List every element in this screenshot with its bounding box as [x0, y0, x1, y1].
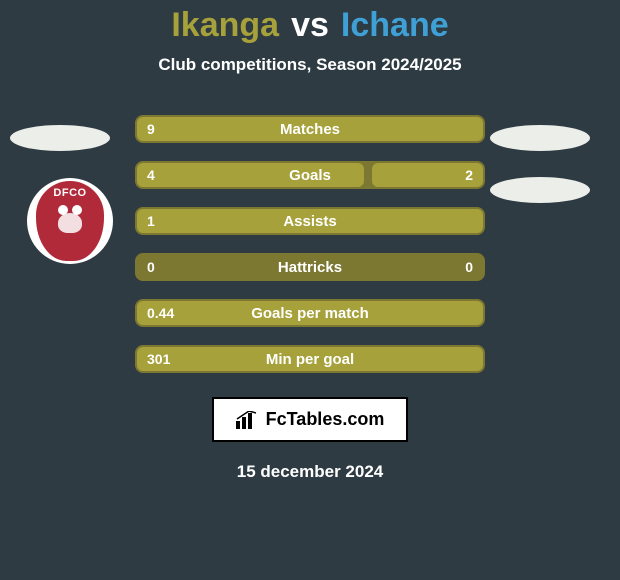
avatar-placeholder-icon — [490, 125, 590, 151]
title-right: Ichane — [341, 6, 449, 45]
stat-row: 0.44Goals per match — [135, 299, 485, 327]
brand-chart-icon — [236, 411, 258, 429]
player-left-avatar-slot — [10, 114, 110, 162]
stat-row: 1Assists — [135, 207, 485, 235]
bar-fill-right — [372, 163, 484, 187]
bar-fill-left — [137, 347, 483, 371]
bar-fill-left — [137, 301, 483, 325]
stat-row: 9Matches — [135, 115, 485, 143]
page-title: Ikanga vs Ichane — [171, 6, 448, 45]
player-right-avatar-slot-1 — [490, 114, 590, 162]
brand-badge: FcTables.com — [212, 397, 409, 442]
stat-row: 42Goals — [135, 161, 485, 189]
stat-row: 301Min per goal — [135, 345, 485, 373]
stat-row: 0 0Hattricks — [135, 253, 485, 281]
club-crest-left: DFCO — [27, 178, 113, 264]
snapshot-date: 15 december 2024 — [237, 462, 384, 482]
stat-value-right: 0 — [453, 253, 485, 281]
player-right-avatar-slot-2 — [490, 166, 590, 214]
subtitle: Club competitions, Season 2024/2025 — [158, 55, 461, 75]
crest-letters: DFCO — [53, 187, 86, 199]
title-left: Ikanga — [171, 6, 279, 45]
crest-owl-icon — [50, 201, 90, 235]
title-vs: vs — [291, 6, 329, 45]
comparison-card: Ikanga vs Ichane Club competitions, Seas… — [0, 0, 620, 580]
avatar-placeholder-icon — [10, 125, 110, 151]
brand-text: FcTables.com — [266, 409, 385, 430]
bar-fill-left — [137, 163, 364, 187]
stat-value-left: 0 — [135, 253, 167, 281]
stat-label: Hattricks — [135, 253, 485, 281]
stat-bars: 9Matches 42Goals 1Assists 0 0Hattricks 0.44Go… — [135, 115, 485, 373]
avatar-placeholder-icon — [490, 177, 590, 203]
club-crest-shield-icon: DFCO — [36, 181, 104, 261]
bar-fill-left — [137, 117, 483, 141]
bar-fill-left — [137, 209, 483, 233]
